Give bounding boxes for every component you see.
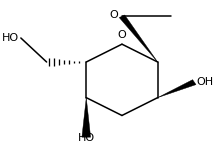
- Text: O: O: [118, 30, 126, 40]
- Text: HO: HO: [2, 33, 19, 43]
- Text: OH: OH: [196, 77, 213, 87]
- Polygon shape: [119, 15, 158, 62]
- Text: HO: HO: [78, 133, 95, 143]
- Polygon shape: [82, 98, 91, 137]
- Text: O: O: [110, 10, 118, 20]
- Polygon shape: [158, 80, 196, 98]
